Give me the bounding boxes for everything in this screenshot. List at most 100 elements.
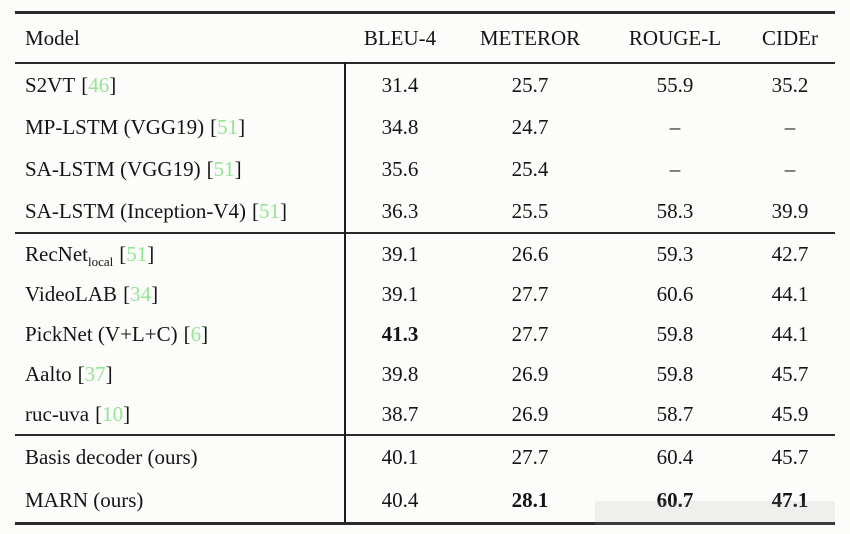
metric-value: 25.7: [511, 72, 549, 97]
metric-value: 35.2: [771, 72, 809, 97]
metric-value: –: [784, 114, 796, 139]
metric-value: 26.9: [511, 361, 549, 386]
bracket-open: [: [206, 156, 214, 181]
citation: [51]: [206, 156, 242, 181]
model-label: SA-LSTM (Inception-V4): [25, 198, 247, 223]
table-row-ruc-uva: ruc-uva [10] 38.7 26.9 58.7 45.9: [15, 394, 835, 434]
metric-value: 26.6: [511, 241, 549, 266]
citation-number: 51: [126, 241, 148, 266]
citation: [51]: [210, 114, 245, 139]
col-header-model: Model: [25, 25, 80, 50]
metric-value: 60.6: [656, 281, 694, 306]
model-label: Basis decoder (ours): [25, 445, 198, 469]
bracket-close: ]: [147, 241, 155, 266]
table-row-picknet: PickNet (V+L+C) [6] 41.3 27.7 59.8 44.1: [15, 314, 835, 354]
bracket-open: [: [119, 241, 127, 266]
metric-value: 41.3: [381, 321, 419, 346]
metric-value: –: [669, 114, 681, 139]
faint-watermark: [595, 501, 835, 525]
model-label: S2VT: [25, 72, 76, 97]
metric-value: 27.7: [511, 281, 549, 306]
table-row-recnet: RecNet local [51] 39.1 26.6 59.3 42.7: [15, 234, 835, 274]
metric-value: 26.9: [511, 401, 549, 426]
model-label: MARN (ours): [25, 488, 144, 512]
metric-value: 44.1: [771, 281, 809, 306]
col-header-meteror: METEROR: [479, 25, 581, 50]
table-row-marn: MARN (ours) 40.4 28.1 60.7 47.1: [15, 479, 835, 522]
model-name: PickNet (V+L+C) [6]: [15, 314, 345, 354]
citation: [51]: [252, 200, 287, 222]
results-table: Model BLEU-4 METEROR ROUGE-L CIDEr S2VT[…: [15, 11, 835, 525]
model-name: MARN (ours): [15, 479, 345, 522]
table-row-s2vt: S2VT [46] 31.4 25.7 55.9 35.2: [15, 64, 835, 106]
metric-value: 39.1: [381, 281, 419, 306]
metric-value: 34.8: [381, 114, 419, 139]
citation-number: 51: [213, 156, 235, 181]
section-ours: Basis decoder (ours) 40.1 27.7 60.4 45.7…: [15, 436, 835, 522]
citation-number: 10: [102, 401, 124, 426]
section-sota: RecNet local [51] 39.1 26.6 59.3 42.7 Vide…: [15, 234, 835, 434]
metric-value: 47.1: [771, 488, 809, 512]
model-label: MP-LSTM (VGG19): [25, 114, 205, 139]
col-header-rougel: ROUGE-L: [628, 25, 722, 50]
model-name: RecNet local [51]: [15, 234, 345, 274]
metric-value: 38.7: [381, 401, 419, 426]
model-label: PickNet (V+L+C): [25, 321, 178, 346]
metric-value: 45.9: [771, 401, 809, 426]
section-separator-rule: [15, 434, 835, 436]
bracket-open: [: [95, 401, 103, 426]
citation-number: 46: [88, 72, 110, 97]
metric-value: 25.4: [511, 156, 549, 181]
metric-value: 24.7: [511, 114, 549, 139]
bracket-open: [: [123, 281, 131, 306]
metric-value: –: [669, 156, 681, 181]
citation: [34]: [123, 281, 159, 306]
bracket-open: [: [81, 72, 89, 97]
metric-value: 27.7: [511, 321, 549, 346]
model-name: VideoLAB [34]: [15, 274, 345, 314]
column-divider-line: [344, 62, 346, 522]
metric-value: 25.5: [511, 198, 549, 223]
citation: [51]: [119, 241, 155, 266]
bracket-close: ]: [105, 361, 113, 386]
model-name: SA-LSTM (Inception-V4) [51]: [15, 190, 345, 232]
metric-value: 27.7: [511, 445, 549, 469]
model-name: S2VT [46]: [15, 64, 345, 106]
metric-value: 44.1: [771, 321, 809, 346]
citation-number: 51: [217, 114, 239, 139]
bracket-close: ]: [109, 72, 117, 97]
metric-value: 42.7: [771, 241, 809, 266]
section-separator-rule: [15, 232, 835, 234]
metric-value: –: [784, 156, 796, 181]
table-row-basis-decoder: Basis decoder (ours) 40.1 27.7 60.4 45.7: [15, 436, 835, 479]
model-name: Aalto [37]: [15, 354, 345, 394]
model-subscript: local: [87, 254, 114, 269]
metric-value: 39.1: [381, 241, 419, 266]
table-row-videolab: VideoLAB [34] 39.1 27.7 60.6 44.1: [15, 274, 835, 314]
bracket-close: ]: [234, 156, 242, 181]
metric-value: 58.7: [656, 401, 694, 426]
header-row: Model BLEU-4 METEROR ROUGE-L CIDEr: [15, 14, 835, 62]
metric-value: 59.8: [656, 361, 694, 386]
metric-value: 45.7: [771, 361, 809, 386]
bracket-close: ]: [123, 401, 131, 426]
col-header-bleu4: BLEU-4: [363, 25, 437, 50]
bracket-open: [: [210, 114, 218, 139]
section-baselines: S2VT [46] 31.4 25.7 55.9 35.2 MP-LSTM (VG…: [15, 64, 835, 232]
citation: [37]: [78, 361, 113, 386]
citation: [6]: [184, 321, 209, 346]
header-separator-rule: [15, 62, 835, 64]
metric-value: 59.3: [656, 241, 694, 266]
bracket-close: ]: [151, 281, 159, 306]
metric-value: 60.7: [656, 488, 694, 512]
metric-value: 60.4: [656, 445, 694, 469]
bracket-close: ]: [201, 321, 209, 346]
metric-value: 31.4: [381, 72, 419, 97]
citation-number: 6: [190, 321, 202, 346]
citation-number: 37: [84, 361, 106, 386]
metric-value: 58.3: [656, 198, 694, 223]
metric-value: 39.8: [381, 361, 419, 386]
table-row-mp-lstm: MP-LSTM (VGG19) [51] 34.8 24.7 – –: [15, 106, 835, 148]
table-bottom-rule: [15, 522, 835, 525]
model-label: SA-LSTM (VGG19): [25, 156, 201, 181]
